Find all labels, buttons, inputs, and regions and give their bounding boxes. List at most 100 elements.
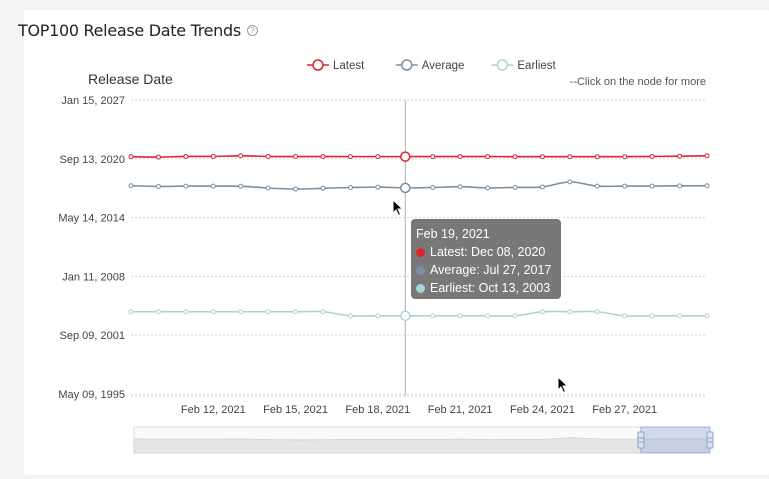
x-tick-label: Feb 18, 2021 [345, 404, 410, 416]
data-point-average [128, 183, 134, 189]
question-circle-icon[interactable]: ? [246, 25, 258, 36]
data-point-average [347, 185, 353, 191]
datazoom-handle-start[interactable] [637, 431, 645, 449]
data-point-earliest [649, 313, 655, 319]
chart-card [24, 10, 769, 475]
data-point-average [622, 183, 628, 189]
data-point-latest [512, 154, 518, 160]
tooltip-earliest-label: Earliest: Oct 13, 2003 [430, 281, 551, 295]
legend-label-average: Average [422, 60, 465, 72]
data-point-latest [677, 153, 683, 159]
data-point-latest [400, 151, 411, 162]
x-tick-label: Feb 27, 2021 [592, 404, 657, 416]
data-point-earliest [512, 313, 518, 319]
x-tick-label: Feb 21, 2021 [428, 404, 493, 416]
data-point-earliest [400, 310, 411, 322]
data-point-average [594, 183, 600, 189]
y-tick-label: Sep 09, 2001 [60, 330, 125, 342]
data-point-average [704, 183, 710, 189]
mouse-cursor-icon [557, 376, 569, 394]
data-point-average [155, 183, 161, 189]
hint-text: --Click on the node for more [570, 76, 706, 88]
x-tick-label: Feb 12, 2021 [181, 404, 246, 416]
data-point-earliest [210, 309, 216, 315]
x-tick-label: Feb 24, 2021 [510, 404, 575, 416]
data-point-average [457, 184, 463, 190]
data-point-average [567, 179, 573, 185]
datazoom-selection[interactable] [640, 426, 711, 454]
page-title: TOP100 Release Date Trends [18, 21, 241, 40]
legend-label-earliest: Earliest [517, 60, 556, 72]
data-point-average [293, 186, 299, 192]
tooltip-latest-label: Latest: Dec 08, 2020 [430, 245, 546, 259]
data-point-earliest [347, 313, 353, 319]
data-point-average [430, 185, 436, 191]
data-point-latest [430, 154, 436, 160]
data-point-latest [265, 153, 271, 159]
datazoom-handle-end[interactable] [706, 431, 714, 449]
data-point-earliest [622, 313, 628, 319]
legend-label-latest: Latest [333, 60, 365, 72]
data-point-latest [457, 154, 463, 160]
data-point-earliest [265, 309, 271, 315]
data-point-earliest [457, 313, 463, 319]
data-point-latest [539, 154, 545, 160]
data-point-average [677, 183, 683, 189]
legend-marker-earliest [496, 59, 509, 71]
data-point-latest [128, 154, 134, 160]
data-point-average [649, 183, 655, 189]
data-point-latest [567, 154, 573, 160]
data-point-average [375, 184, 381, 190]
tooltip-dot-latest [416, 247, 425, 257]
data-point-average [539, 184, 545, 190]
datazoom-preview-area [133, 437, 711, 454]
x-tick-label: Feb 15, 2021 [263, 404, 328, 416]
data-point-earliest [320, 309, 326, 315]
data-point-average [210, 183, 216, 189]
data-point-latest [183, 153, 189, 159]
y-tick-label: May 14, 2014 [58, 213, 125, 225]
data-point-latest [594, 154, 600, 160]
data-point-latest [622, 154, 628, 160]
data-point-average [183, 183, 189, 189]
legend-marker-average [401, 59, 413, 71]
legend-marker-latest [312, 59, 324, 71]
tooltip-dot-average [416, 265, 425, 275]
tooltip-row-average: Average: Jul 27, 2017 [416, 261, 556, 279]
data-point-latest [293, 154, 299, 160]
data-point-earliest [375, 313, 381, 319]
data-point-earliest [128, 309, 134, 315]
data-point-latest [210, 153, 216, 159]
data-point-average [265, 185, 271, 191]
data-point-latest [320, 154, 326, 160]
tooltip-date: Feb 19, 2021 [416, 227, 490, 241]
data-point-latest [704, 153, 710, 159]
tooltip-average-label: Average: Jul 27, 2017 [430, 263, 552, 277]
data-point-latest [485, 154, 491, 160]
data-point-earliest [485, 313, 491, 319]
y-tick-label: May 09, 1995 [58, 389, 125, 401]
data-point-earliest [539, 309, 545, 315]
data-point-average [320, 185, 326, 191]
data-point-earliest [183, 309, 189, 315]
mouse-cursor-icon [392, 199, 404, 217]
data-point-average [400, 182, 411, 194]
data-point-earliest [567, 309, 573, 315]
chart-tooltip: Feb 19, 2021 Latest: Dec 08, 2020 Averag… [411, 219, 561, 299]
y-axis-label: Release Date [88, 71, 173, 87]
data-point-latest [238, 153, 244, 159]
tooltip-row-latest: Latest: Dec 08, 2020 [416, 243, 556, 261]
y-tick-label: Sep 13, 2020 [60, 154, 125, 166]
data-point-earliest [430, 313, 436, 319]
y-tick-label: Jan 11, 2008 [62, 271, 125, 283]
data-point-latest [649, 153, 655, 159]
data-point-average [485, 185, 491, 191]
title-row: TOP100 Release Date Trends ? [18, 21, 258, 40]
data-point-earliest [704, 313, 710, 319]
y-tick-label: Jan 15, 2027 [61, 95, 125, 107]
tooltip-dot-earliest [416, 283, 425, 293]
tooltip-row-earliest: Earliest: Oct 13, 2003 [416, 279, 556, 297]
series-line-latest [130, 154, 708, 158]
data-point-average [238, 183, 244, 189]
